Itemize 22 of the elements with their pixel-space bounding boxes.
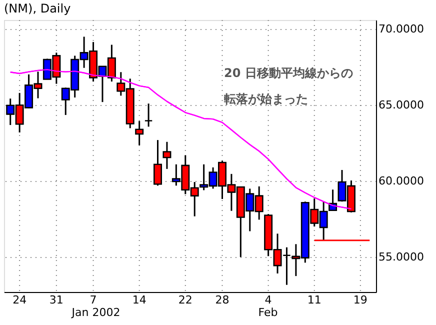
annotation: 20 日移動平均線からの — [224, 66, 353, 80]
x-tick-label: 11 — [307, 294, 322, 306]
y-tick-label: 55.0000 — [378, 250, 424, 264]
x-tick-label: 31 — [49, 294, 64, 306]
x-tick-label: 14 — [132, 294, 146, 306]
candlestick — [162, 141, 172, 170]
candlestick — [135, 120, 144, 146]
x-tick-label: 7 — [90, 294, 97, 306]
annotation: 転落が始まった — [224, 92, 308, 106]
candlestick — [154, 139, 162, 186]
x-tick-label: 4 — [264, 294, 272, 306]
y-tick-label: 70.0000 — [378, 22, 424, 36]
x-tick-label: 28 — [215, 294, 230, 306]
text: Jan 2002 — [70, 306, 120, 319]
text: Feb — [258, 306, 278, 319]
candlestick — [144, 102, 153, 128]
x-tick-label: 24 — [12, 294, 27, 306]
x-tick-label: 19 — [353, 294, 368, 306]
y-tick-label: 60.0000 — [378, 174, 424, 188]
chart-title: (NM), Daily — [4, 2, 71, 16]
x-tick-label: 22 — [178, 294, 192, 306]
y-tick-label: 65.0000 — [378, 98, 424, 112]
